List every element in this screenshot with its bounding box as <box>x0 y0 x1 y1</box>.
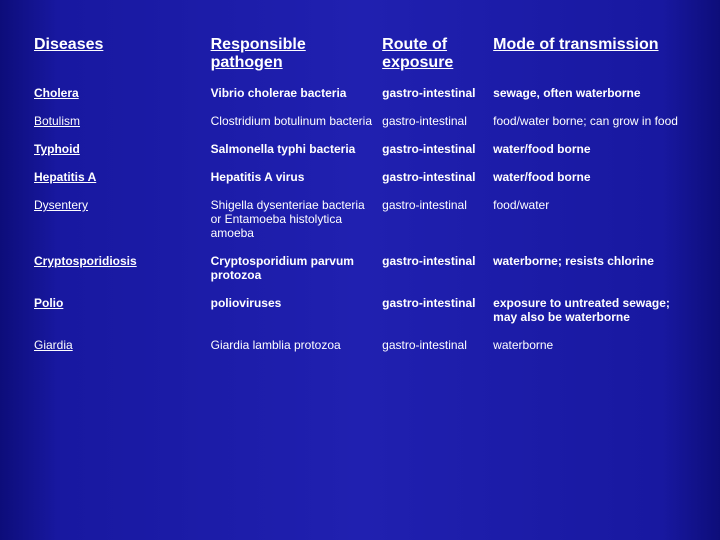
cell-disease: Typhoid <box>32 136 209 164</box>
cell-disease: Polio <box>32 290 209 332</box>
cell-mode: food/water <box>491 192 688 248</box>
slide-canvas: Diseases Responsible pathogen Route of e… <box>0 0 720 540</box>
cell-route: gastro-intestinal <box>380 136 491 164</box>
cell-mode: food/water borne; can grow in food <box>491 108 688 136</box>
table-body: Cholera Vibrio cholerae bacteria gastro-… <box>32 80 688 360</box>
col-header-mode: Mode of transmission <box>491 30 688 80</box>
table-row: Cryptosporidiosis Cryptosporidium parvum… <box>32 248 688 290</box>
cell-pathogen: Clostridium botulinum bacteria <box>209 108 381 136</box>
cell-pathogen: Shigella dysenteriae bacteria or Entamoe… <box>209 192 381 248</box>
table-row: Cholera Vibrio cholerae bacteria gastro-… <box>32 80 688 108</box>
table-row: Botulism Clostridium botulinum bacteria … <box>32 108 688 136</box>
table-row: Hepatitis A Hepatitis A virus gastro-int… <box>32 164 688 192</box>
table-header-row: Diseases Responsible pathogen Route of e… <box>32 30 688 80</box>
cell-mode: waterborne <box>491 332 688 360</box>
cell-pathogen: Salmonella typhi bacteria <box>209 136 381 164</box>
col-header-route: Route of exposure <box>380 30 491 80</box>
cell-pathogen: Cryptosporidium parvum protozoa <box>209 248 381 290</box>
cell-route: gastro-intestinal <box>380 192 491 248</box>
cell-disease: Giardia <box>32 332 209 360</box>
cell-mode: water/food borne <box>491 164 688 192</box>
cell-mode: waterborne; resists chlorine <box>491 248 688 290</box>
cell-route: gastro-intestinal <box>380 164 491 192</box>
table-row: Polio polioviruses gastro-intestinal exp… <box>32 290 688 332</box>
cell-disease: Botulism <box>32 108 209 136</box>
table-row: Typhoid Salmonella typhi bacteria gastro… <box>32 136 688 164</box>
cell-route: gastro-intestinal <box>380 108 491 136</box>
col-header-diseases: Diseases <box>32 30 209 80</box>
cell-mode: water/food borne <box>491 136 688 164</box>
diseases-table: Diseases Responsible pathogen Route of e… <box>32 30 688 360</box>
cell-disease: Cryptosporidiosis <box>32 248 209 290</box>
cell-disease: Cholera <box>32 80 209 108</box>
table-row: Giardia Giardia lamblia protozoa gastro-… <box>32 332 688 360</box>
cell-disease: Hepatitis A <box>32 164 209 192</box>
table-row: Dysentery Shigella dysenteriae bacteria … <box>32 192 688 248</box>
cell-route: gastro-intestinal <box>380 332 491 360</box>
cell-route: gastro-intestinal <box>380 248 491 290</box>
cell-pathogen: polioviruses <box>209 290 381 332</box>
cell-route: gastro-intestinal <box>380 290 491 332</box>
cell-pathogen: Vibrio cholerae bacteria <box>209 80 381 108</box>
col-header-pathogen: Responsible pathogen <box>209 30 381 80</box>
cell-mode: exposure to untreated sewage; may also b… <box>491 290 688 332</box>
cell-pathogen: Giardia lamblia protozoa <box>209 332 381 360</box>
cell-mode: sewage, often waterborne <box>491 80 688 108</box>
cell-route: gastro-intestinal <box>380 80 491 108</box>
cell-pathogen: Hepatitis A virus <box>209 164 381 192</box>
cell-disease: Dysentery <box>32 192 209 248</box>
